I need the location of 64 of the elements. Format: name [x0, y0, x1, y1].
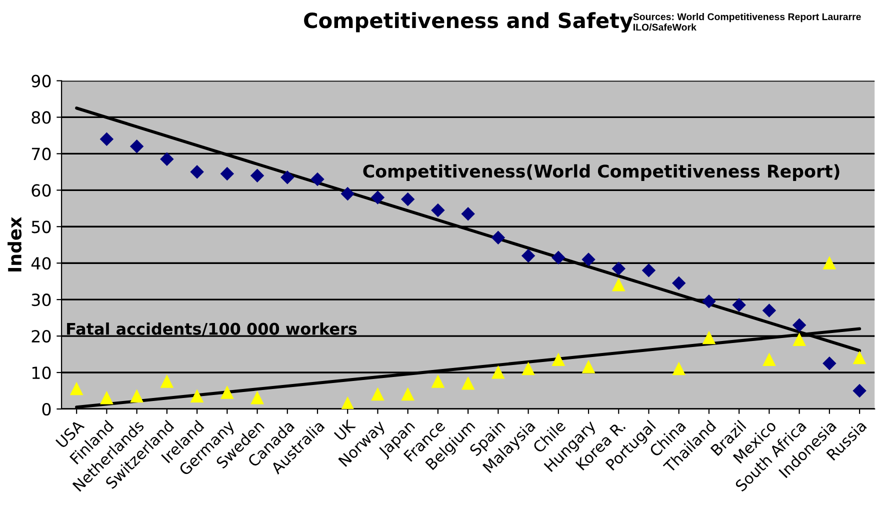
point [371, 388, 384, 401]
point [160, 375, 174, 388]
point [823, 256, 836, 270]
point [642, 264, 656, 277]
point [582, 252, 596, 266]
y-tick-label: 60 [32, 184, 51, 197]
point [190, 165, 204, 179]
y-axis-title: Index [8, 216, 22, 272]
point [402, 388, 414, 401]
point [792, 318, 806, 332]
y-tick-label: 50 [32, 220, 51, 234]
point [130, 390, 144, 402]
point [612, 262, 626, 276]
point [552, 354, 565, 366]
point [762, 304, 776, 318]
point [762, 354, 776, 366]
y-tick-label: 80 [32, 111, 51, 124]
point [793, 333, 806, 346]
point [822, 356, 836, 370]
point [522, 362, 535, 376]
point [160, 152, 174, 166]
point [732, 298, 746, 312]
y-tick-label: 20 [32, 330, 51, 343]
y-tick-label: 40 [31, 257, 51, 270]
point [612, 278, 625, 292]
chart-title: Competitiveness and Safety [304, 12, 633, 32]
point [220, 167, 234, 180]
annotation: Fatal accidents/100 000 workers [67, 322, 357, 336]
point [70, 382, 83, 396]
point [251, 392, 264, 404]
point [130, 140, 144, 153]
annotation: Competitiveness(World Competitiveness Report) [363, 164, 840, 182]
y-tick-label: 0 [42, 402, 51, 416]
point [852, 384, 866, 398]
point [702, 332, 716, 344]
point [492, 366, 504, 379]
point [672, 276, 686, 290]
point [702, 294, 716, 308]
point [462, 377, 474, 390]
point [522, 249, 535, 262]
point [341, 397, 354, 409]
point [190, 390, 204, 402]
point [401, 192, 414, 206]
point [582, 360, 595, 374]
point [672, 362, 686, 376]
point [431, 204, 445, 217]
point [552, 251, 565, 264]
point [853, 352, 866, 364]
point [492, 230, 505, 244]
y-tick-label: 10 [32, 366, 51, 380]
y-tick-label: 90 [32, 74, 51, 88]
point [310, 172, 324, 186]
point [432, 375, 444, 388]
point [220, 386, 234, 399]
point [461, 207, 475, 220]
point [341, 187, 354, 200]
point [250, 168, 264, 182]
y-tick-label: 30 [32, 294, 51, 306]
point [371, 190, 384, 204]
source-note: Sources: World Competitiveness Report Laurarre ILO/SafeWork [633, 13, 861, 31]
point [280, 170, 294, 184]
point [100, 132, 114, 146]
y-tick-label: 70 [32, 148, 51, 160]
point [100, 392, 113, 404]
